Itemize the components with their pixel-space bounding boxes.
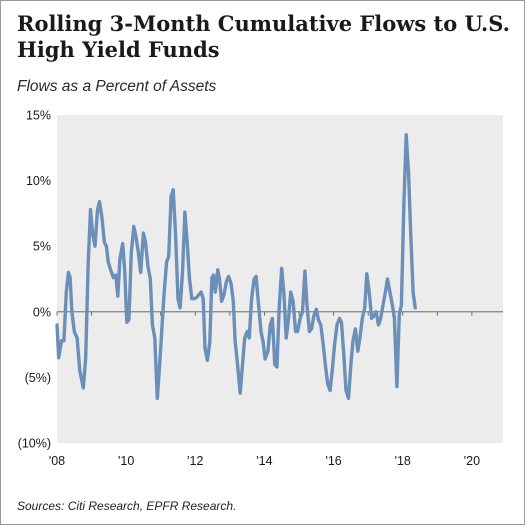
x-tick-label: '10 (118, 454, 134, 468)
x-tick-label: '16 (325, 454, 341, 468)
x-tick-label: '18 (395, 454, 411, 468)
series-lines (55, 132, 417, 401)
y-tick-label: 5% (33, 240, 51, 254)
chart-source: Sources: Citi Research, EPFR Research. (17, 499, 237, 513)
x-axis: '08 '10 '12 '14 '16 '18 '20 (49, 454, 480, 468)
x-tick-label: '14 (256, 454, 272, 468)
chart-subtitle: Flows as a Percent of Assets (17, 78, 217, 95)
x-tick-label: '20 (464, 454, 480, 468)
y-tick-label: 15% (26, 109, 51, 123)
chart-title: Rolling 3-Month Cumulative Flows to U.S.… (17, 11, 510, 62)
x-tick-label: '12 (187, 454, 203, 468)
y-tick-label: 10% (26, 174, 51, 188)
y-tick-label: (5%) (25, 371, 51, 385)
y-tick-label: 0% (33, 305, 51, 319)
y-tick-label: (10%) (18, 437, 51, 451)
x-tick-label: '08 (49, 454, 65, 468)
series-line-0 (55, 132, 417, 401)
y-axis: 15% 10% 5% 0% (5%) (10%) (18, 109, 51, 451)
